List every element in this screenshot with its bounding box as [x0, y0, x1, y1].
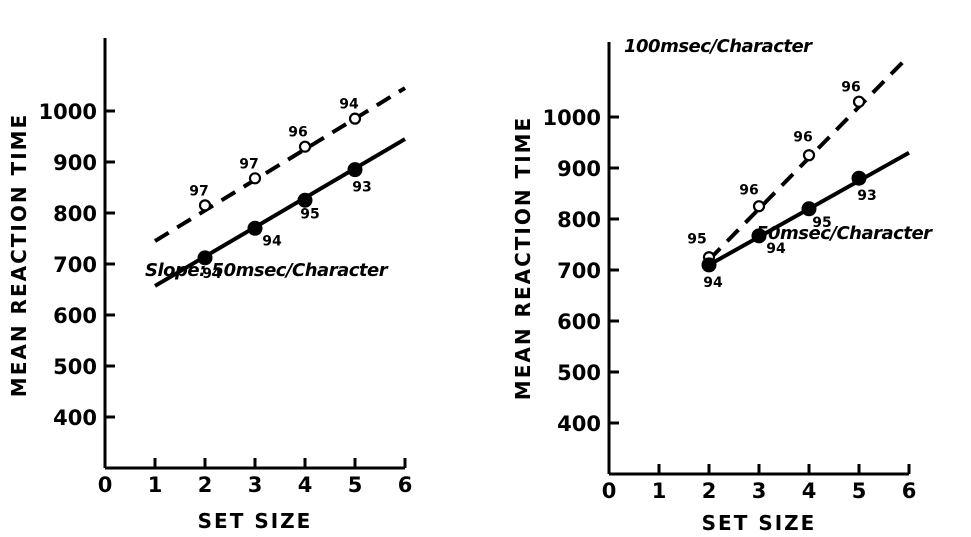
y-tick-label: 800: [557, 208, 601, 232]
filled-data-point: [851, 170, 867, 186]
series-name-label: 100msec/Character: [624, 36, 813, 57]
y-tick-label: 500: [53, 355, 97, 379]
y-axis-title: MEAN REACTION TIME: [511, 116, 535, 400]
series-1: 97 97 96 94: [153, 86, 407, 243]
data-point-label: 93: [352, 180, 371, 196]
series-2: 94 94 95 93: [153, 137, 407, 288]
open-data-point: [752, 200, 766, 213]
filled-data-point: [297, 192, 313, 208]
open-data-point: [802, 149, 816, 162]
data-point-label: 94: [202, 266, 222, 282]
y-tick-label: 800: [53, 202, 97, 226]
data-point-label: 95: [812, 215, 831, 231]
open-data-point: [348, 112, 362, 125]
data-point-label: 97: [189, 183, 208, 199]
data-point-label: 94: [766, 241, 786, 257]
data-point-label: 96: [841, 80, 860, 96]
x-tick-label: 2: [702, 479, 717, 503]
filled-data-point: [247, 220, 263, 236]
x-axis-title: SET SIZE: [702, 511, 817, 535]
filled-data-point: [801, 201, 817, 217]
series-name-label: 50msec/Character: [756, 223, 933, 244]
x-tick-label: 4: [298, 473, 313, 497]
y-tick-label: 600: [53, 304, 97, 328]
data-point-label: 96: [793, 129, 812, 145]
x-tick-label: 3: [752, 479, 767, 503]
y-tick-label: 500: [557, 361, 601, 385]
open-data-point: [248, 172, 262, 185]
data-point-label: 96: [288, 125, 307, 141]
data-point-label: 95: [687, 231, 706, 247]
y-tick-label: 700: [53, 253, 97, 277]
series-1: 95 96 96 96 100msec/Character: [624, 36, 911, 264]
open-data-point: [852, 95, 866, 108]
x-tick-label: 5: [348, 473, 363, 497]
filled-data-point: [197, 250, 213, 266]
x-axis-title: SET SIZE: [198, 509, 313, 533]
slope-annotation: Slope: 50msec/Character: [145, 260, 389, 281]
filled-data-point: [701, 257, 717, 273]
x-tick-label: 6: [398, 473, 413, 497]
y-tick-label: 700: [557, 259, 601, 283]
x-tick-label: 1: [652, 479, 667, 503]
data-point-label: 94: [703, 275, 723, 291]
filled-data-point: [751, 228, 767, 244]
y-axis-title: MEAN REACTION TIME: [7, 113, 31, 397]
x-tick-label: 5: [852, 479, 867, 503]
y-tick-label: 900: [53, 151, 97, 175]
chart-panel-1: 0 1 2 3 4 5 6 400 500 600 700 800 900 1000 MEAN REACTI…: [7, 38, 412, 533]
y-tick-label: 1000: [543, 106, 601, 130]
data-point-label: 95: [300, 206, 319, 222]
x-tick-label: 3: [248, 473, 263, 497]
data-point-label: 96: [739, 182, 758, 198]
series-2: 94 94 95 93 50msec/Character: [701, 150, 934, 291]
open-data-point: [198, 199, 212, 212]
x-tick-label: 6: [902, 479, 917, 503]
x-tick-label: 4: [802, 479, 817, 503]
y-tick-label: 900: [557, 157, 601, 181]
data-point-label: 94: [339, 97, 359, 113]
data-point-label: 97: [239, 156, 258, 172]
x-tick-label: 0: [602, 479, 617, 503]
series-fit-line: [153, 86, 407, 243]
y-tick-label: 400: [53, 406, 97, 430]
x-tick-label: 0: [98, 473, 113, 497]
x-tick-label: 1: [148, 473, 163, 497]
chart-panel-2: 0 1 2 3 4 5 6 400 500 600 700 800 900 1000 MEAN REACTI…: [511, 36, 934, 535]
y-tick-label: 600: [557, 310, 601, 334]
y-tick-label: 400: [557, 412, 601, 436]
open-data-point: [298, 140, 312, 153]
data-point-label: 94: [262, 233, 282, 249]
series-fit-line: [153, 137, 407, 288]
x-tick-label: 2: [198, 473, 213, 497]
data-point-label: 93: [857, 188, 876, 204]
y-tick-label: 1000: [39, 100, 97, 124]
filled-data-point: [347, 162, 363, 178]
